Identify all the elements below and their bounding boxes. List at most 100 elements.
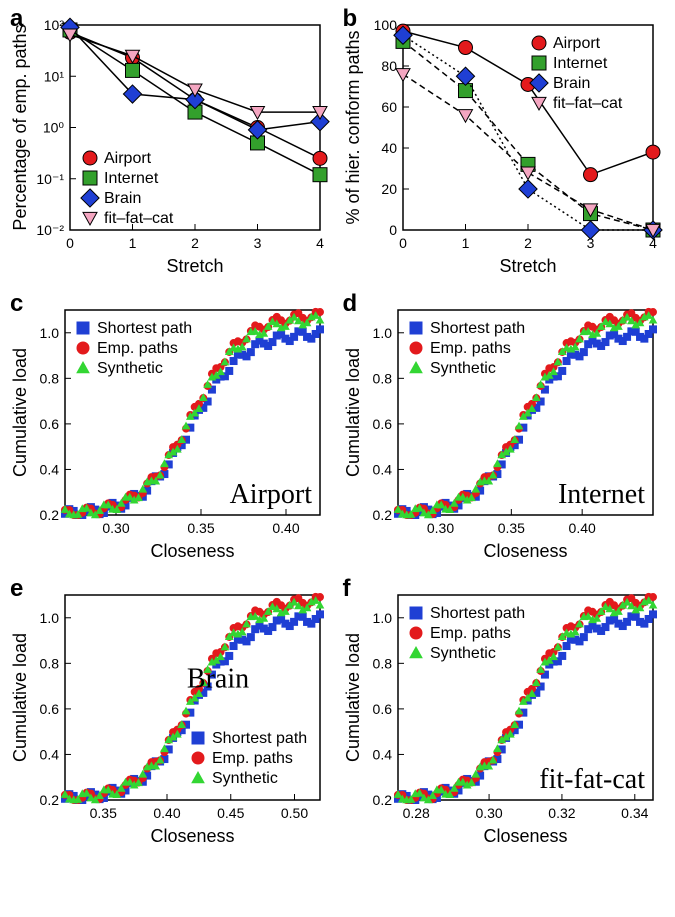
svg-text:20: 20	[381, 181, 397, 197]
svg-text:Emp. paths: Emp. paths	[430, 625, 511, 642]
svg-text:Stretch: Stretch	[499, 256, 556, 276]
svg-text:Emp. paths: Emp. paths	[430, 340, 511, 357]
svg-text:0.28: 0.28	[402, 805, 429, 821]
svg-text:Synthetic: Synthetic	[97, 360, 163, 377]
svg-text:0: 0	[66, 235, 74, 251]
panel-f: f 0.280.300.320.340.20.40.60.81.0Closene…	[343, 580, 666, 850]
svg-text:Stretch: Stretch	[166, 256, 223, 276]
svg-text:10⁻¹: 10⁻¹	[36, 171, 64, 187]
svg-text:0.4: 0.4	[40, 746, 60, 762]
svg-text:1: 1	[129, 235, 137, 251]
svg-text:4: 4	[316, 235, 324, 251]
panel-label-e: e	[10, 575, 23, 603]
svg-text:Airport: Airport	[230, 479, 313, 510]
svg-text:80: 80	[381, 58, 397, 74]
svg-text:0.30: 0.30	[475, 805, 502, 821]
panel-label-d: d	[343, 290, 358, 318]
svg-text:0.30: 0.30	[426, 520, 453, 536]
svg-text:1.0: 1.0	[372, 325, 392, 341]
svg-text:Closeness: Closeness	[150, 541, 234, 561]
svg-text:10¹: 10¹	[44, 68, 65, 84]
svg-text:0.6: 0.6	[40, 416, 60, 432]
svg-text:Synthetic: Synthetic	[430, 645, 496, 662]
svg-text:10⁰: 10⁰	[43, 120, 65, 136]
svg-text:Internet: Internet	[557, 479, 644, 510]
svg-text:fit–fat–cat: fit–fat–cat	[104, 210, 174, 227]
svg-text:0.2: 0.2	[372, 507, 392, 523]
svg-text:Cumulative load: Cumulative load	[343, 348, 363, 477]
svg-text:10²: 10²	[44, 17, 65, 33]
svg-text:Synthetic: Synthetic	[430, 360, 496, 377]
svg-text:Internet: Internet	[104, 170, 159, 187]
svg-text:0.34: 0.34	[621, 805, 648, 821]
svg-text:0: 0	[389, 222, 397, 238]
svg-text:Closeness: Closeness	[483, 541, 567, 561]
svg-text:Shortest path: Shortest path	[97, 320, 192, 337]
svg-text:Emp. paths: Emp. paths	[212, 750, 293, 767]
svg-text:1: 1	[461, 235, 469, 251]
svg-text:Shortest path: Shortest path	[212, 730, 307, 747]
svg-text:0.8: 0.8	[372, 370, 392, 386]
svg-text:0.8: 0.8	[40, 655, 60, 671]
svg-text:100: 100	[373, 17, 397, 33]
svg-text:0.2: 0.2	[40, 507, 60, 523]
svg-text:40: 40	[381, 140, 397, 156]
svg-text:0.4: 0.4	[372, 746, 392, 762]
svg-text:fit–fat–cat: fit–fat–cat	[553, 95, 623, 112]
svg-text:0.4: 0.4	[372, 461, 392, 477]
svg-text:fit-fat-cat: fit-fat-cat	[539, 764, 645, 795]
panel-label-c: c	[10, 290, 23, 318]
svg-text:0.35: 0.35	[497, 520, 524, 536]
svg-text:3: 3	[254, 235, 262, 251]
svg-text:Airport: Airport	[553, 35, 601, 52]
svg-text:0.50: 0.50	[281, 805, 308, 821]
panel-label-b: b	[343, 5, 358, 33]
svg-text:0.35: 0.35	[90, 805, 117, 821]
panel-b: b 01234020406080100Stretch% of hier. con…	[343, 10, 666, 280]
panel-label-f: f	[343, 575, 351, 603]
svg-text:Shortest path: Shortest path	[430, 605, 525, 622]
svg-text:0.45: 0.45	[217, 805, 244, 821]
panel-d: d 0.300.350.400.20.40.60.81.0ClosenessCu…	[343, 295, 666, 565]
svg-text:Cumulative load: Cumulative load	[10, 348, 30, 477]
svg-text:Brain: Brain	[553, 75, 590, 92]
svg-text:0: 0	[399, 235, 407, 251]
svg-text:Synthetic: Synthetic	[212, 770, 278, 787]
svg-text:Internet: Internet	[553, 55, 608, 72]
svg-text:Closeness: Closeness	[150, 826, 234, 846]
svg-text:1.0: 1.0	[372, 610, 392, 626]
svg-text:2: 2	[524, 235, 532, 251]
svg-text:0.4: 0.4	[40, 461, 60, 477]
svg-text:10⁻²: 10⁻²	[36, 222, 64, 238]
panel-a: a 0123410⁻²10⁻¹10⁰10¹10²StretchPercentag…	[10, 10, 333, 280]
svg-text:Percentage of emp. paths: Percentage of emp. paths	[10, 24, 30, 230]
svg-text:Closeness: Closeness	[483, 826, 567, 846]
svg-text:0.40: 0.40	[272, 520, 299, 536]
svg-text:0.6: 0.6	[40, 701, 60, 717]
figure-grid: a 0123410⁻²10⁻¹10⁰10¹10²StretchPercentag…	[10, 10, 665, 850]
panel-label-a: a	[10, 5, 23, 33]
svg-text:Shortest path: Shortest path	[430, 320, 525, 337]
svg-text:0.8: 0.8	[372, 655, 392, 671]
svg-text:0.6: 0.6	[372, 416, 392, 432]
svg-text:Cumulative load: Cumulative load	[343, 633, 363, 762]
svg-text:0.6: 0.6	[372, 701, 392, 717]
panel-c: c 0.300.350.400.20.40.60.81.0ClosenessCu…	[10, 295, 333, 565]
svg-text:1.0: 1.0	[40, 325, 60, 341]
svg-text:0.30: 0.30	[102, 520, 129, 536]
svg-text:Airport: Airport	[104, 150, 152, 167]
svg-text:2: 2	[191, 235, 199, 251]
svg-text:% of hier. conform paths: % of hier. conform paths	[343, 30, 363, 224]
svg-text:0.8: 0.8	[40, 370, 60, 386]
svg-text:0.40: 0.40	[568, 520, 595, 536]
svg-text:0.32: 0.32	[548, 805, 575, 821]
svg-text:60: 60	[381, 99, 397, 115]
svg-text:Emp. paths: Emp. paths	[97, 340, 178, 357]
svg-text:1.0: 1.0	[40, 610, 60, 626]
svg-text:0.40: 0.40	[153, 805, 180, 821]
svg-text:Brain: Brain	[187, 663, 249, 694]
svg-text:Cumulative load: Cumulative load	[10, 633, 30, 762]
svg-text:0.35: 0.35	[187, 520, 214, 536]
svg-text:0.2: 0.2	[40, 792, 60, 808]
panel-e: e 0.350.400.450.500.20.40.60.81.0Closene…	[10, 580, 333, 850]
